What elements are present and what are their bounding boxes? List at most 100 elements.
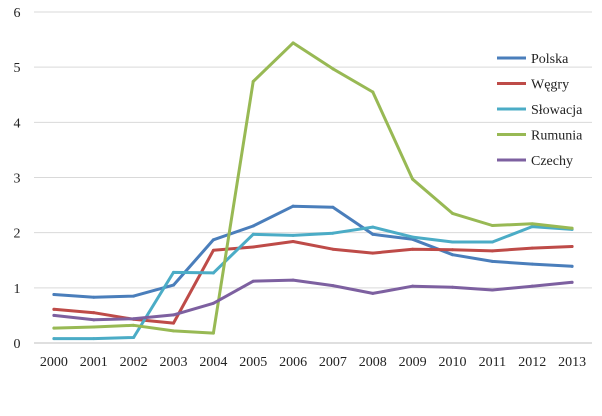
data-point xyxy=(331,205,335,209)
data-point xyxy=(291,204,295,208)
data-point xyxy=(331,67,335,71)
series-lines xyxy=(52,41,574,341)
series-line xyxy=(52,204,574,299)
data-point xyxy=(530,225,534,229)
data-point xyxy=(172,321,175,325)
legend-item: Rumunia xyxy=(497,129,583,144)
legend-label: Czechy xyxy=(531,154,573,169)
legend-item: Polska xyxy=(497,52,569,67)
data-point xyxy=(530,246,534,250)
x-tick-label: 2012 xyxy=(518,355,546,370)
x-tick-label: 2010 xyxy=(439,355,467,370)
x-tick-label: 2000 xyxy=(40,355,68,370)
data-point xyxy=(52,313,56,317)
data-point xyxy=(291,239,295,243)
x-tick-label: 2005 xyxy=(239,355,267,370)
series-4 xyxy=(52,278,574,322)
gridlines xyxy=(34,11,592,344)
legend-label: Polska xyxy=(531,52,569,67)
data-point xyxy=(92,318,96,322)
data-point xyxy=(411,247,415,251)
legend: Polska Węgry Słowacja Rumunia Czechy xyxy=(497,52,583,169)
legend-label: Słowacja xyxy=(531,103,583,118)
data-point xyxy=(490,240,494,244)
data-point xyxy=(291,278,295,282)
x-tick-label: 2002 xyxy=(120,355,148,370)
data-point xyxy=(570,226,574,230)
data-point xyxy=(251,245,255,249)
y-tick-label: 5 xyxy=(14,61,21,76)
data-point xyxy=(570,264,574,268)
data-point xyxy=(490,249,494,253)
data-point xyxy=(52,292,56,296)
legend-item: Węgry xyxy=(497,78,569,93)
data-point xyxy=(291,233,295,237)
data-point xyxy=(132,294,136,298)
data-point xyxy=(451,248,454,252)
y-tick-label: 4 xyxy=(14,116,21,131)
data-point xyxy=(371,291,375,295)
data-point xyxy=(251,80,255,84)
data-point xyxy=(251,224,255,228)
data-point xyxy=(211,248,215,252)
data-point xyxy=(211,271,215,275)
data-point xyxy=(172,270,175,274)
series-3 xyxy=(52,41,574,335)
data-point xyxy=(490,223,494,227)
x-tick-label: 2007 xyxy=(319,355,347,370)
data-point xyxy=(331,284,335,288)
data-point xyxy=(530,222,534,226)
data-point xyxy=(172,283,175,287)
data-point xyxy=(490,288,494,292)
data-point xyxy=(132,317,136,321)
data-point xyxy=(451,253,454,257)
data-point xyxy=(490,259,494,263)
x-tick-label: 2011 xyxy=(479,355,506,370)
y-tick-label: 1 xyxy=(14,282,21,297)
data-point xyxy=(291,41,295,45)
x-tick-label: 2009 xyxy=(399,355,427,370)
y-tick-label: 2 xyxy=(14,227,21,242)
data-point xyxy=(331,231,335,235)
data-point xyxy=(451,285,454,289)
y-tick-label: 6 xyxy=(14,6,21,21)
data-point xyxy=(251,279,255,283)
data-point xyxy=(132,323,136,327)
data-point xyxy=(52,326,56,330)
data-point xyxy=(371,232,375,236)
data-point xyxy=(92,311,96,315)
data-point xyxy=(172,313,175,317)
y-axis-ticks: 0 1 2 3 4 5 6 xyxy=(14,6,21,352)
series-1 xyxy=(52,239,574,325)
data-point xyxy=(92,325,96,329)
data-point xyxy=(211,331,215,335)
data-point xyxy=(251,232,255,236)
data-point xyxy=(371,251,375,255)
legend-label: Węgry xyxy=(531,78,569,93)
data-point xyxy=(132,335,136,339)
series-0 xyxy=(52,204,574,299)
data-point xyxy=(530,262,534,266)
x-tick-label: 2001 xyxy=(80,355,108,370)
data-point xyxy=(52,337,56,341)
x-tick-label: 2006 xyxy=(279,355,307,370)
series-line xyxy=(52,41,574,335)
data-point xyxy=(92,337,96,341)
y-tick-label: 3 xyxy=(14,172,21,187)
data-point xyxy=(411,235,415,239)
x-tick-label: 2013 xyxy=(558,355,586,370)
x-axis-ticks: 2000 2001 2002 2003 2004 2005 2006 2007 2008 2009… xyxy=(40,355,586,370)
data-point xyxy=(172,329,175,333)
data-point xyxy=(411,177,415,181)
data-point xyxy=(570,280,574,284)
data-point xyxy=(530,284,534,288)
data-point xyxy=(52,307,56,311)
series-line xyxy=(52,278,574,322)
data-point xyxy=(331,247,335,251)
legend-item: Słowacja xyxy=(497,103,583,118)
legend-label: Rumunia xyxy=(531,129,583,144)
y-tick-label: 0 xyxy=(14,337,21,352)
data-point xyxy=(411,284,415,288)
